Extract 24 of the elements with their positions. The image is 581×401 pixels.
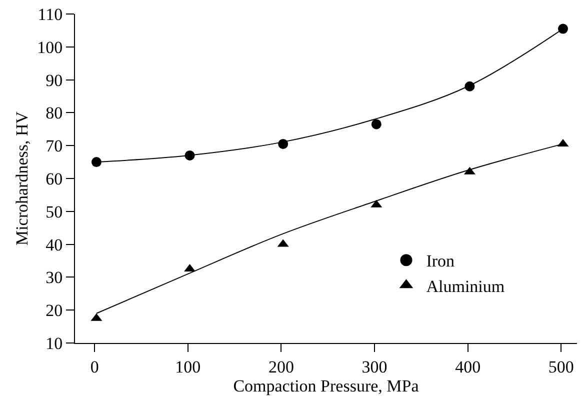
y-tick-label: 110 <box>38 4 63 24</box>
y-tick-label: 90 <box>46 70 63 90</box>
x-tick-label: 0 <box>90 357 99 376</box>
y-tick-label: 50 <box>46 202 63 222</box>
y-tick-label: 20 <box>46 301 63 320</box>
x-axis-title: Compaction Pressure, MPa <box>233 376 420 396</box>
y-axis-title: Microhardness, HV <box>12 110 32 246</box>
y-tick-label: 80 <box>46 104 63 123</box>
y-tick-label: 70 <box>46 136 63 156</box>
y-tick-label: 10 <box>46 334 63 353</box>
point <box>371 119 382 130</box>
y-tick-label: 100 <box>37 38 63 57</box>
point <box>91 157 102 168</box>
x-tick-label: 300 <box>362 357 388 376</box>
y-tick-label: 60 <box>46 169 63 188</box>
point <box>558 24 568 34</box>
x-tick-label: 400 <box>455 357 481 376</box>
x-tick-label: 200 <box>268 357 294 376</box>
x-tick-label: 100 <box>175 357 201 376</box>
legend-label: Iron <box>426 252 456 271</box>
y-tick-label: 30 <box>46 268 63 288</box>
y-tick-label: 40 <box>46 235 63 254</box>
legend-label: Aluminium <box>426 276 505 296</box>
x-tick-label: 500 <box>548 357 574 376</box>
